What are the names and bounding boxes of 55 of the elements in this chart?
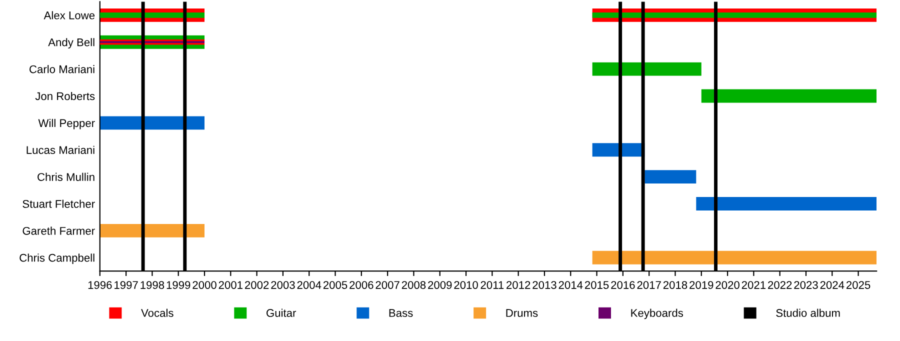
legend-label: Drums (506, 309, 538, 317)
y-tick-label: Alex Lowe (44, 11, 95, 20)
legend-label: Guitar (266, 308, 296, 317)
x-tick-label: 2007 (376, 281, 400, 289)
y-tick-label: Jon Roberts (35, 92, 95, 100)
x-tick-label: 2024 (820, 281, 844, 289)
bar (100, 224, 205, 238)
x-tick-label: 2020 (716, 281, 740, 289)
legend-label: Keyboards (631, 308, 684, 320)
bar (100, 12, 205, 18)
legend-label: Vocals (141, 308, 174, 317)
y-tick-label: Stuart Fletcher (22, 200, 95, 208)
bar (644, 170, 696, 184)
x-tick-label: 2004 (297, 281, 322, 289)
x-tick-label: 2015 (584, 281, 609, 289)
x-tick-label: 2001 (218, 281, 242, 289)
x-tick-label: 2014 (558, 281, 583, 289)
x-tick-label: 2013 (532, 281, 556, 289)
x-tick-label: 1998 (140, 281, 164, 289)
x-tick-label: 2011 (480, 281, 504, 289)
bar (100, 116, 205, 130)
y-tick-label: Lucas Mariani (26, 146, 94, 154)
x-tick-label: 2012 (506, 281, 530, 289)
x-tick-label: 2025 (846, 281, 870, 289)
x-tick-label: 1996 (88, 281, 112, 289)
x-tick-label: 2006 (350, 281, 374, 289)
bar (701, 89, 877, 103)
x-tick-label: 2000 (192, 281, 216, 289)
x-tick-label: 2018 (663, 281, 688, 289)
x-tick-label: 1999 (166, 281, 190, 289)
x-tick-label: 2022 (768, 281, 792, 289)
x-tick-label: 2009 (428, 281, 452, 289)
x-tick-label: 2003 (271, 281, 295, 289)
x-tick-label: 2005 (323, 281, 348, 289)
y-tick-label: Carlo Mariani (30, 65, 94, 74)
y-tick-label: Gareth Farmer (22, 226, 95, 235)
x-tick-label: 2016 (611, 281, 635, 289)
x-tick-label: 1997 (114, 281, 138, 289)
x-tick-label: 2023 (794, 281, 818, 289)
x-tick-label: 2019 (690, 281, 714, 289)
y-tick-label: Chris Campbell (20, 254, 94, 264)
x-tick-label: 2021 (742, 281, 766, 289)
y-tick-label: Chris Mullin (38, 172, 94, 181)
x-tick-label: 2017 (637, 281, 661, 289)
legend-label: Bass (389, 309, 413, 317)
x-tick-label: 2010 (454, 281, 478, 289)
bar (592, 62, 702, 76)
bar (696, 197, 877, 210)
y-tick-label: Will Pepper (38, 118, 95, 130)
x-tick-label: 2008 (402, 281, 426, 289)
x-tick-label: 2002 (245, 281, 269, 289)
bar (592, 250, 877, 264)
y-tick-label: Andy Bell (48, 38, 94, 48)
bar (592, 12, 877, 18)
legend-label: Studio album (776, 308, 840, 317)
